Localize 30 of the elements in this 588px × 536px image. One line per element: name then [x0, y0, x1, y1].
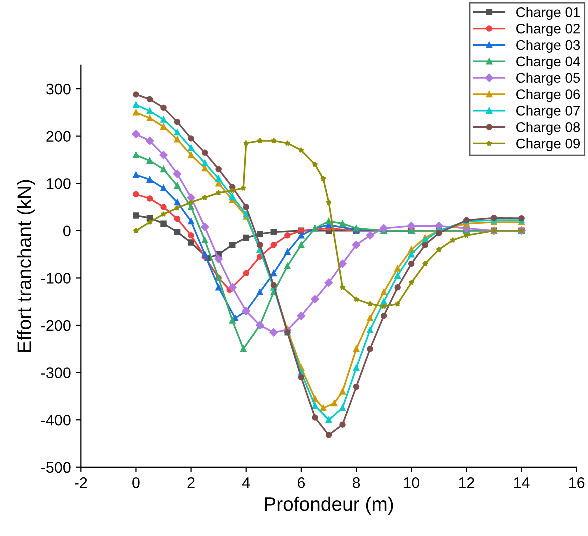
x-tick-label: 4 [242, 478, 250, 488]
legend-label: Charge 06 [516, 89, 580, 102]
y-tick-label: -400 [42, 414, 71, 426]
legend-label: Charge 04 [516, 56, 580, 70]
y-tick-label: 300 [46, 84, 71, 95]
x-tick-label: 2 [188, 478, 195, 488]
x-axis-title: Profondeur (m) [265, 496, 394, 516]
legend-label: Charge 05 [516, 72, 580, 86]
legend-label: Charge 03 [516, 40, 580, 53]
legend-label: Charge 09 [516, 138, 580, 152]
legend-label: Charge 07 [516, 106, 580, 119]
y-tick-label: 0 [64, 226, 71, 237]
y-tick-label: 100 [47, 178, 71, 190]
x-tick-label: -2 [75, 478, 88, 488]
y-tick-label: 200 [46, 131, 71, 142]
y-axis-title: Effort tranchant (kN) [17, 180, 36, 352]
y-tick-label: -300 [42, 368, 71, 378]
legend-label: Charge 08 [516, 122, 580, 136]
x-tick-label: 8 [352, 478, 360, 488]
legend-label: Charge 01 [516, 7, 580, 20]
y-tick-label: -100 [42, 273, 71, 284]
x-tick-label: 6 [298, 478, 306, 488]
legend-label: Charge 02 [516, 24, 580, 37]
y-tick-label: -500 [42, 462, 71, 474]
x-tick-label: 0 [132, 478, 140, 488]
x-tick-label: 16 [569, 478, 585, 488]
x-tick-label: 10 [404, 478, 420, 488]
x-tick-label: 14 [514, 478, 530, 488]
x-tick-label: 12 [459, 478, 474, 488]
y-tick-label: -200 [42, 320, 71, 332]
